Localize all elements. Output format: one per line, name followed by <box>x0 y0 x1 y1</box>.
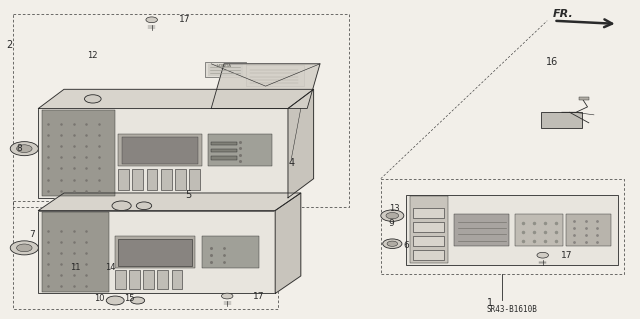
Text: 13: 13 <box>390 204 400 213</box>
Polygon shape <box>38 89 314 108</box>
Bar <box>42 212 109 292</box>
Circle shape <box>10 241 38 255</box>
Text: 11: 11 <box>70 263 81 272</box>
Text: 1: 1 <box>486 298 493 308</box>
Bar <box>118 239 192 266</box>
Bar <box>205 62 246 77</box>
Text: 6: 6 <box>403 241 408 250</box>
Circle shape <box>387 241 397 246</box>
Circle shape <box>221 293 233 299</box>
Polygon shape <box>275 193 301 293</box>
Bar <box>515 214 563 246</box>
Bar <box>42 110 115 196</box>
Bar <box>115 270 126 289</box>
Text: 7: 7 <box>29 230 35 239</box>
Text: 17: 17 <box>179 15 191 24</box>
Text: 4: 4 <box>288 158 294 168</box>
Polygon shape <box>38 193 301 211</box>
Bar <box>115 236 195 268</box>
Bar <box>161 169 172 190</box>
Circle shape <box>146 17 157 23</box>
Circle shape <box>10 142 38 156</box>
Bar <box>413 208 444 218</box>
Circle shape <box>17 145 32 152</box>
Text: 17: 17 <box>253 292 264 300</box>
Bar <box>211 142 237 145</box>
Bar <box>566 214 611 246</box>
Bar <box>132 169 143 190</box>
Bar <box>208 134 272 166</box>
Bar <box>157 270 168 289</box>
Text: 17: 17 <box>561 251 573 260</box>
Text: 2: 2 <box>6 40 13 50</box>
Bar <box>147 169 157 190</box>
Circle shape <box>112 201 131 211</box>
Circle shape <box>17 244 32 252</box>
Text: HONDA: HONDA <box>217 64 232 68</box>
Text: 8: 8 <box>17 144 22 153</box>
Bar <box>579 97 589 100</box>
Circle shape <box>84 95 101 103</box>
Circle shape <box>381 210 404 221</box>
Bar <box>410 196 448 263</box>
Polygon shape <box>211 64 320 108</box>
Bar <box>406 195 618 265</box>
Bar <box>172 270 182 289</box>
Bar <box>38 211 275 293</box>
Text: 16: 16 <box>545 57 558 67</box>
Bar <box>118 134 202 166</box>
Circle shape <box>106 296 124 305</box>
Text: 5: 5 <box>186 189 192 200</box>
Bar <box>122 137 198 164</box>
Text: 12: 12 <box>88 51 98 60</box>
Polygon shape <box>288 89 314 198</box>
Circle shape <box>386 212 399 219</box>
Bar <box>129 270 140 289</box>
Bar <box>189 169 200 190</box>
Bar <box>118 169 129 190</box>
Text: 14: 14 <box>105 263 115 272</box>
Text: 15: 15 <box>124 294 134 303</box>
Bar <box>202 236 259 268</box>
Bar <box>413 236 444 246</box>
Bar <box>454 214 509 246</box>
Text: SR43-B1610B: SR43-B1610B <box>486 305 538 314</box>
Circle shape <box>136 202 152 210</box>
Bar <box>211 156 237 160</box>
Bar <box>38 108 288 198</box>
Circle shape <box>537 252 548 258</box>
Text: 9: 9 <box>389 219 394 228</box>
Bar <box>413 222 444 232</box>
Text: 10: 10 <box>94 294 104 303</box>
Bar <box>211 149 237 152</box>
Bar <box>246 65 304 86</box>
Circle shape <box>131 297 145 304</box>
Bar <box>413 250 444 260</box>
Bar <box>541 112 582 128</box>
Bar <box>175 169 186 190</box>
Circle shape <box>383 239 402 249</box>
Bar <box>208 64 243 76</box>
Text: FR.: FR. <box>553 9 573 19</box>
Bar <box>143 270 154 289</box>
